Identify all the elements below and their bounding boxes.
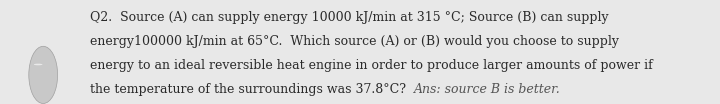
Text: Q2.  Source (A) can supply energy 10000 kJ/min at 315 °C; Source (B) can supply: Q2. Source (A) can supply energy 10000 k…: [90, 11, 608, 24]
Text: Ans: source B is better.: Ans: source B is better.: [414, 83, 561, 96]
Ellipse shape: [29, 46, 58, 103]
Ellipse shape: [34, 64, 42, 65]
Text: the temperature of the surroundings was 37.8°C?: the temperature of the surroundings was …: [90, 83, 406, 96]
Text: energy100000 kJ/min at 65°C.  Which source (A) or (B) would you choose to supply: energy100000 kJ/min at 65°C. Which sourc…: [90, 35, 619, 48]
Text: energy to an ideal reversible heat engine in order to produce larger amounts of : energy to an ideal reversible heat engin…: [90, 59, 653, 72]
